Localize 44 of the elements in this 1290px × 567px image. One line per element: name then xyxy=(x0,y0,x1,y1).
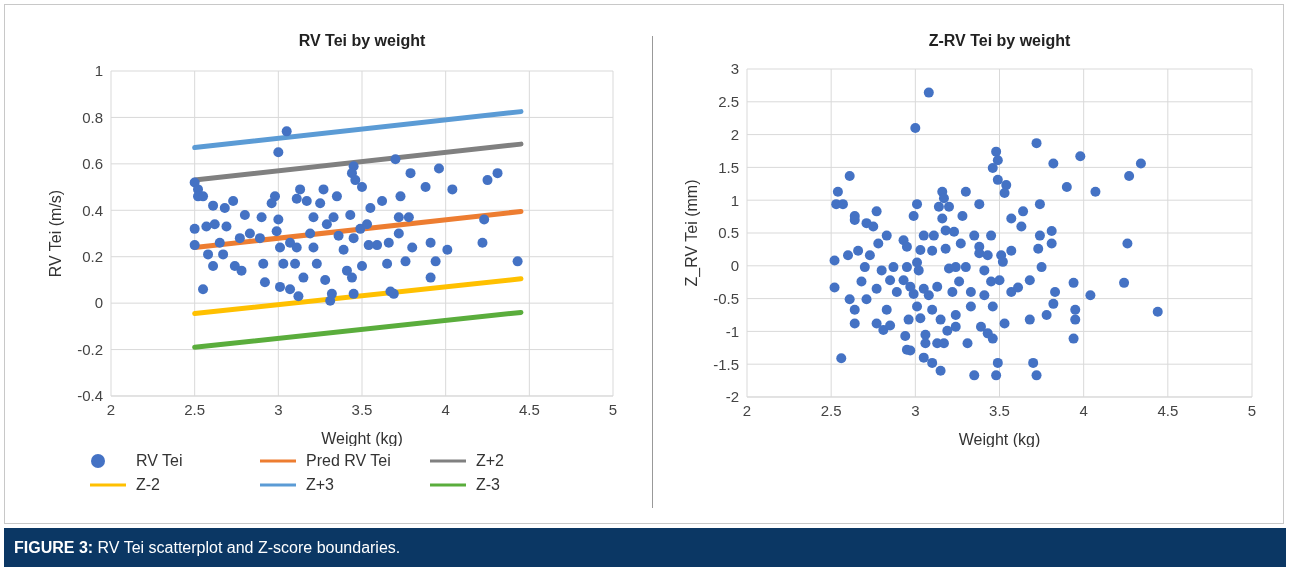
y-tick-label: 1 xyxy=(94,62,103,80)
y-tick-label: 0.5 xyxy=(718,224,739,242)
x-tick-label: 2.5 xyxy=(820,401,842,419)
x-tick-label: 3.5 xyxy=(989,401,1010,419)
y-tick-label: 0.6 xyxy=(82,155,103,173)
y-tick-label: -2 xyxy=(725,388,739,406)
y-axis-title: RV Tei (m/s) xyxy=(46,189,64,278)
x-tick-label: 2.5 xyxy=(184,400,206,418)
chart-title: RV Tei by weight xyxy=(297,32,427,50)
legend-label: Z+3 xyxy=(306,476,335,494)
x-tick-label: 3 xyxy=(274,400,283,418)
x-tick-label: 4.5 xyxy=(518,400,540,418)
x-tick-label: 5 xyxy=(608,400,618,418)
y-tick-label: 3 xyxy=(730,60,739,78)
legend-label: Z-2 xyxy=(136,476,160,494)
legend-label: RV Tei xyxy=(136,452,183,470)
x-tick-label: 3.5 xyxy=(351,400,373,418)
x-tick-label: 4 xyxy=(1079,401,1088,419)
y-tick-label: 2.5 xyxy=(718,93,739,111)
y-tick-label: -0.4 xyxy=(77,387,103,405)
y-tick-label: 0 xyxy=(730,257,739,275)
y-tick-label: 1 xyxy=(730,191,739,209)
y-tick-label: -1 xyxy=(725,322,739,340)
x-tick-label: 5 xyxy=(1247,401,1257,419)
x-tick-label: 2 xyxy=(742,401,752,419)
x-tick-label: 4 xyxy=(441,400,450,418)
y-tick-label: 0.8 xyxy=(82,108,103,126)
y-tick-label: -1.5 xyxy=(713,355,739,373)
chart-title: Z-RV Tei by weight xyxy=(927,32,1072,50)
x-tick-label: 4.5 xyxy=(1157,401,1179,419)
legend-label: Pred RV Tei xyxy=(306,452,391,470)
legend-label: Z-3 xyxy=(476,476,500,494)
y-tick-label: 0 xyxy=(94,294,103,312)
y-tick-label: 0.2 xyxy=(82,248,103,266)
y-tick-label: -0.5 xyxy=(713,289,739,307)
y-tick-label: 2 xyxy=(730,125,739,143)
legend-label: Z+2 xyxy=(476,452,505,470)
y-tick-label: 1.5 xyxy=(718,158,739,176)
x-tick-label: 2 xyxy=(106,400,116,418)
caption: FIGURE 3: RV Tei scatterplot and Z-score boundaries. xyxy=(14,538,401,557)
y-axis-title: Z_RV Tei (mm) xyxy=(682,179,701,287)
y-tick-label: 0.4 xyxy=(82,201,103,219)
y-tick-label: -0.2 xyxy=(77,340,103,358)
x-tick-label: 3 xyxy=(911,401,920,419)
